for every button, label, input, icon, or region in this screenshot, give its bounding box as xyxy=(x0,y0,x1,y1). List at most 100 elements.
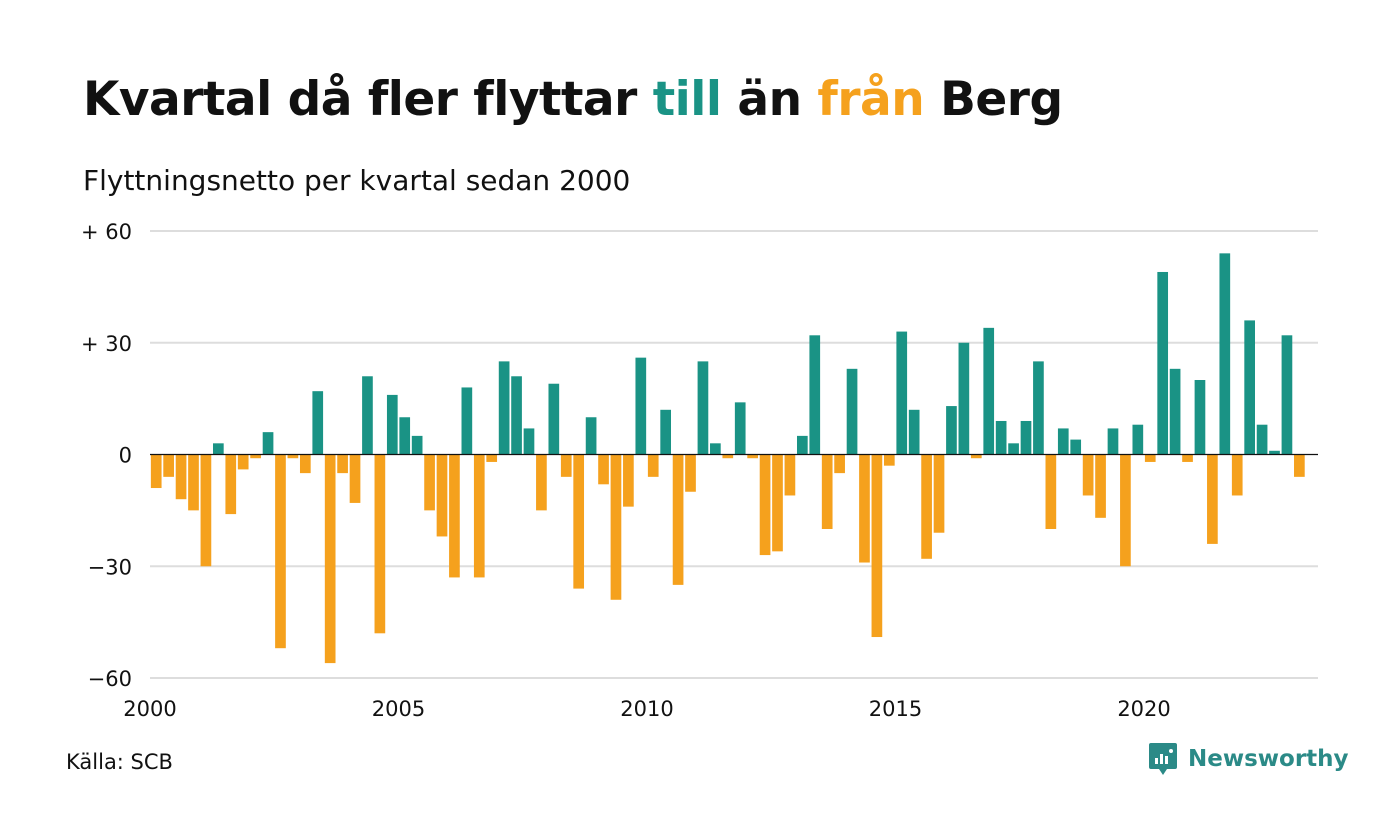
bar xyxy=(759,454,771,556)
bar xyxy=(573,454,585,589)
bar xyxy=(710,443,721,455)
source-note: Källa: SCB xyxy=(66,750,173,774)
bar xyxy=(1182,454,1193,462)
bar xyxy=(635,357,647,455)
bar xyxy=(349,454,361,503)
bar xyxy=(1132,424,1144,455)
bar xyxy=(411,435,423,455)
chart-subtitle: Flyttningsnetto per kvartal sedan 2000 xyxy=(83,164,631,197)
bar xyxy=(1020,420,1032,455)
bar xyxy=(896,331,908,455)
bar xyxy=(262,432,274,455)
bar xyxy=(548,383,560,455)
bar xyxy=(150,454,162,489)
bar xyxy=(312,391,324,455)
bar xyxy=(461,387,473,455)
bar xyxy=(1231,454,1243,496)
bar xyxy=(946,406,957,455)
bar xyxy=(859,454,870,563)
bar xyxy=(970,454,982,459)
bar xyxy=(1281,335,1293,455)
title-part-2: än xyxy=(721,72,818,127)
bar xyxy=(237,454,249,470)
bar xyxy=(1095,454,1106,518)
y-tick-label: + 30 xyxy=(81,332,132,356)
bar xyxy=(734,402,746,455)
title-part-3: Berg xyxy=(924,72,1063,127)
bar xyxy=(473,454,485,578)
bar xyxy=(1269,450,1280,455)
bar xyxy=(1157,271,1169,455)
bar xyxy=(200,454,212,567)
bar xyxy=(772,454,783,552)
y-tick-label: 0 xyxy=(119,444,132,468)
bar xyxy=(188,454,199,511)
bar xyxy=(486,454,498,462)
bar xyxy=(883,454,895,466)
bar xyxy=(362,376,373,455)
bar xyxy=(660,409,672,455)
bar xyxy=(560,454,572,477)
bar xyxy=(386,394,398,455)
bar xyxy=(536,454,547,511)
bar xyxy=(598,454,609,485)
bar xyxy=(1194,380,1206,455)
bar xyxy=(250,454,261,459)
x-tick-label: 2000 xyxy=(123,697,176,721)
bar xyxy=(1057,428,1069,455)
bar xyxy=(299,454,311,474)
bar xyxy=(983,327,995,455)
bar xyxy=(747,454,758,459)
bar xyxy=(1082,454,1094,496)
bar xyxy=(908,409,920,455)
bar xyxy=(1169,368,1181,455)
bar xyxy=(697,361,709,455)
bar xyxy=(399,417,411,455)
bar xyxy=(834,454,845,474)
bar xyxy=(821,454,833,529)
bar xyxy=(337,454,348,474)
title-part-1: Kvartal då fler flyttar xyxy=(83,72,653,127)
bar xyxy=(1033,361,1044,455)
x-tick-label: 2005 xyxy=(372,697,425,721)
bar xyxy=(1144,454,1156,462)
x-axis-ticks: 2000 2005 2010 2015 2020 xyxy=(123,697,1170,721)
bar xyxy=(324,454,336,664)
bar xyxy=(871,454,883,638)
bar xyxy=(498,361,510,455)
title-highlight-till: till xyxy=(652,72,722,127)
bar xyxy=(1244,320,1256,455)
y-tick-label: −60 xyxy=(88,667,132,691)
bar xyxy=(523,428,535,455)
bar xyxy=(175,454,187,500)
bar xyxy=(809,335,821,455)
bar xyxy=(1207,454,1218,544)
bar xyxy=(672,454,684,585)
y-tick-label: −30 xyxy=(88,555,132,579)
x-tick-label: 2015 xyxy=(869,697,922,721)
bar xyxy=(921,454,932,559)
bar xyxy=(374,454,386,634)
x-tick-label: 2020 xyxy=(1117,697,1170,721)
bar xyxy=(436,454,448,537)
bar xyxy=(1256,424,1268,455)
y-tick-label: + 60 xyxy=(81,220,132,244)
bar xyxy=(1120,454,1131,567)
title-highlight-fran: från xyxy=(817,72,925,127)
bar xyxy=(212,443,224,455)
x-tick-label: 2010 xyxy=(620,697,673,721)
bar xyxy=(287,454,299,459)
bar xyxy=(275,454,286,649)
bar xyxy=(1294,454,1305,477)
bar xyxy=(163,454,174,477)
bar xyxy=(784,454,796,496)
bar xyxy=(1219,253,1231,455)
bar xyxy=(1107,428,1119,455)
newsworthy-logo-icon xyxy=(1149,743,1177,775)
brand-name: Newsworthy xyxy=(1188,746,1349,772)
bar xyxy=(225,454,237,515)
bar xyxy=(1070,439,1082,455)
bar xyxy=(647,454,659,477)
bar xyxy=(995,420,1007,455)
